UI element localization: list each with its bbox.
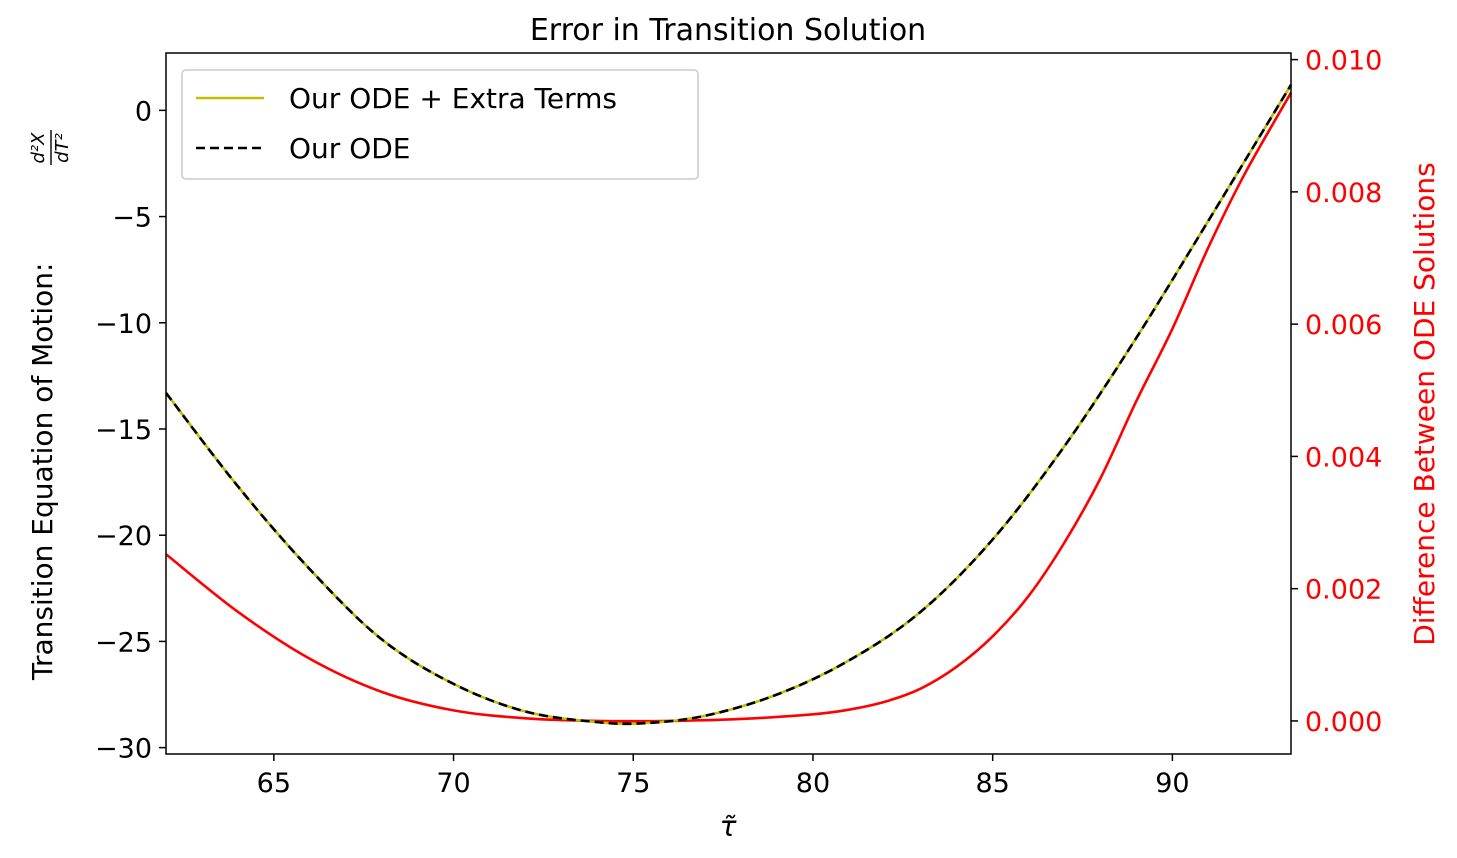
y-right-tick-label: 0.000 [1305, 707, 1382, 738]
y-right-axis-ticks: 0.000 0.002 0.004 0.006 0.008 0.010 [1291, 46, 1382, 738]
y-left-tick-label: 0 [135, 96, 152, 127]
legend-label-extra-terms: Our ODE + Extra Terms [289, 82, 617, 115]
legend-label-our-ode: Our ODE [289, 132, 411, 165]
x-tick-label: 75 [616, 768, 650, 799]
x-axis-ticks: 65 70 75 80 85 90 [257, 754, 1190, 799]
y-right-tick-label: 0.008 [1305, 178, 1382, 209]
y-left-tick-label: −30 [95, 734, 152, 765]
y-left-tick-label: −20 [95, 521, 152, 552]
y-left-tick-label: −5 [112, 203, 152, 234]
x-tick-label: 90 [1155, 768, 1189, 799]
series-line-our-ode [164, 84, 1293, 726]
legend-frame [181, 69, 699, 180]
series-line-difference [165, 92, 1293, 723]
y-left-axis-label-frac-den: dT² [52, 133, 73, 163]
y-right-axis-label: Difference Between ODE Solutions [1408, 162, 1441, 646]
y-right-tick-label: 0.010 [1305, 46, 1382, 77]
x-tick-label: 85 [975, 768, 1009, 799]
y-left-axis-ticks: 0 −5 −10 −15 −20 −25 −30 [95, 96, 166, 765]
x-tick-label: 80 [796, 768, 830, 799]
y-left-tick-label: −25 [95, 627, 152, 658]
y-right-tick-label: 0.004 [1305, 442, 1382, 473]
chart-title: Error in Transition Solution [530, 13, 926, 48]
y-right-tick-label: 0.006 [1305, 310, 1382, 341]
legend: Our ODE + Extra Terms Our ODE [181, 69, 699, 180]
y-left-axis-label-frac-num: d²X [28, 132, 49, 164]
x-tick-label: 65 [257, 768, 291, 799]
y-left-axis-label-text: Transition Equation of Motion: [26, 263, 59, 681]
x-axis-label: τ̃ [720, 810, 737, 843]
plot-lines [164, 84, 1293, 726]
y-left-tick-label: −10 [95, 309, 152, 340]
y-left-tick-label: −15 [95, 415, 152, 446]
y-left-axis-label: Transition Equation of Motion: d²X dT² [26, 130, 73, 681]
x-tick-label: 70 [436, 768, 470, 799]
y-right-tick-label: 0.002 [1305, 575, 1382, 606]
plot-frame [165, 52, 1292, 755]
